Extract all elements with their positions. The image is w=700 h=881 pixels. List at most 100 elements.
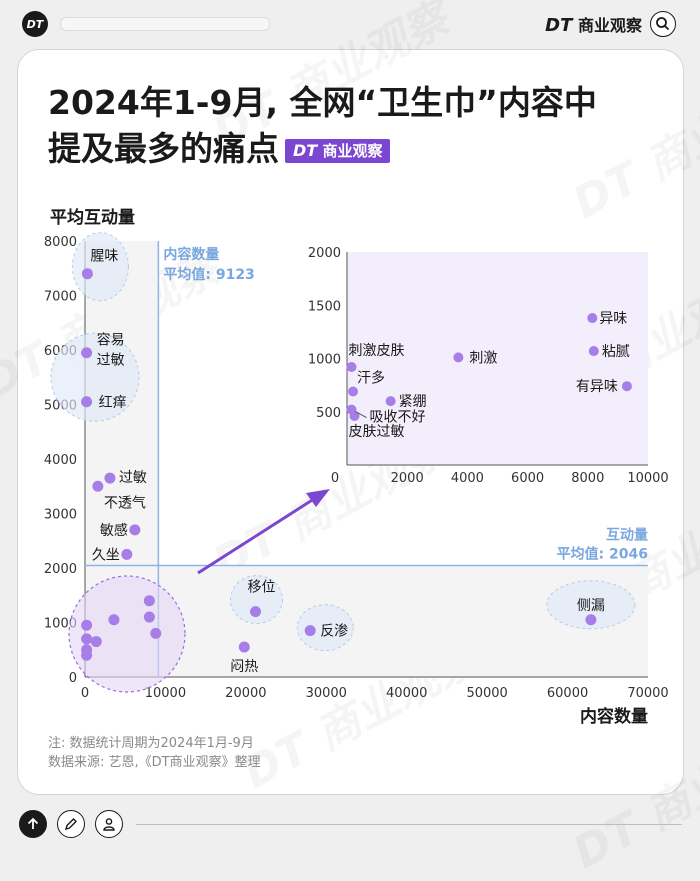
scatter-point: [121, 548, 133, 560]
highlight-yiwei: [230, 575, 284, 625]
x-tick-label: 50000: [466, 686, 507, 701]
inset-point: [349, 411, 360, 422]
top-bar: DT DT 商业观察: [0, 0, 700, 48]
title-badge-logo: DT: [293, 140, 318, 160]
scatter-point: [304, 625, 316, 637]
user-icon: [103, 818, 115, 831]
y-tick-label: 8000: [44, 235, 77, 250]
point-label: 闷热: [230, 659, 258, 675]
inset-x-tick-label: 2000: [391, 471, 424, 486]
point-label: 敏感: [100, 522, 128, 539]
inset-point-label: 异味: [599, 311, 627, 327]
inset-point-label: 汗多: [357, 370, 385, 387]
point-label: 过敏: [119, 470, 147, 486]
title-line-1: 2024年1-9月, 全网“卫生巾”内容中: [48, 83, 597, 122]
inset-point: [348, 386, 359, 397]
title-badge-text: 商业观察: [322, 141, 383, 160]
x-mean-value: 平均值: 9123: [163, 266, 254, 283]
scatter-point: [92, 480, 104, 492]
inset-y-tick-label: 1500: [308, 299, 341, 314]
pencil-icon: [64, 818, 77, 831]
inset-point: [587, 313, 598, 324]
search-icon: [656, 17, 670, 31]
highlight-fanshen: [296, 604, 354, 652]
point-label: 腥味: [90, 249, 118, 265]
arrow-up-icon: [27, 817, 39, 829]
inset-y-tick-label: 1000: [308, 353, 341, 368]
scatter-point: [81, 633, 93, 645]
inset-point-label: 皮肤过敏: [349, 424, 405, 440]
scatter-point: [143, 611, 155, 623]
point-label: 移位: [248, 580, 276, 596]
y-mean-value: 平均值: 2046: [557, 545, 648, 562]
title-pill-bar: [60, 17, 270, 31]
point-label: 容易: [97, 332, 125, 349]
inset-point-label: 有异味: [576, 379, 618, 395]
title-line-2-text: 提及最多的痛点: [48, 129, 279, 168]
x-tick-label: 0: [81, 686, 89, 701]
inset-x-tick-label: 8000: [571, 471, 604, 486]
y-tick-label: 4000: [44, 453, 77, 468]
footer-source: 数据来源: 艺恩,《DT商业观察》整理: [48, 755, 261, 770]
y-tick-label: 0: [69, 671, 77, 686]
scatter-point: [90, 636, 102, 648]
zoom-arrow-head: [306, 489, 330, 507]
y-mean-label: 互动量: [606, 526, 648, 543]
inset-x-tick-label: 4000: [451, 471, 484, 486]
inset-y-tick-label: 500: [316, 406, 341, 421]
scatter-point: [238, 641, 250, 653]
scatter-point: [81, 619, 93, 631]
point-label: 反渗: [320, 624, 348, 640]
inset-point: [588, 346, 599, 357]
x-tick-label: 60000: [547, 686, 588, 701]
zoom-arrow-line: [197, 495, 318, 575]
highlight-celou: [546, 580, 636, 630]
bottom-divider: [136, 824, 682, 825]
y-tick-label: 7000: [44, 290, 77, 305]
inset-point-label: 紧绷: [399, 394, 427, 410]
y-tick-label: 2000: [44, 562, 77, 577]
inset-point-label: 刺激皮肤: [349, 342, 405, 359]
profile-button[interactable]: [95, 810, 123, 838]
inset-point-label: 吸收不好: [370, 410, 426, 426]
highlight-xingwei: [71, 232, 129, 302]
inset-x-tick-label: 6000: [511, 471, 544, 486]
point-label: 红痒: [99, 395, 127, 411]
inset-point: [385, 396, 396, 407]
scatter-point: [108, 614, 120, 626]
edit-button[interactable]: [57, 810, 85, 838]
scroll-top-button[interactable]: [19, 810, 47, 838]
footer-note: 注: 数据统计周期为2024年1月-9月: [48, 736, 254, 751]
x-tick-label: 70000: [627, 686, 668, 701]
point-label: 久坐: [92, 547, 120, 563]
x-mean-label: 内容数量: [163, 246, 219, 263]
y-tick-label: 3000: [44, 508, 77, 523]
inset-point-label: 刺激: [469, 349, 497, 366]
x-tick-label: 40000: [386, 686, 427, 701]
scatter-point: [250, 606, 262, 618]
point-label: 过敏: [97, 353, 125, 369]
dt-logo-icon[interactable]: DT: [22, 11, 48, 37]
scatter-point: [150, 627, 162, 639]
inset-point: [621, 381, 632, 392]
footer: 注: 数据统计周期为2024年1月-9月 数据来源: 艺恩,《DT商业观察》整理: [48, 734, 261, 772]
inset-y-tick-label: 2000: [308, 246, 341, 261]
scatter-chart: 0100020003000400050006000700080000100002…: [44, 207, 669, 727]
scatter-point: [104, 472, 116, 484]
inset-point: [346, 362, 357, 373]
point-label: 侧漏: [577, 598, 605, 614]
x-axis-title: 内容数量: [580, 706, 648, 727]
scatter-point: [81, 347, 93, 359]
bottom-bar: [0, 800, 700, 851]
x-tick-label: 20000: [225, 686, 266, 701]
x-tick-label: 30000: [306, 686, 347, 701]
title-line-2: 提及最多的痛点 DT 商业观察: [48, 126, 648, 172]
highlight-guomin: [50, 332, 140, 422]
inset-x-tick-label: 10000: [627, 471, 668, 486]
scatter-point: [81, 396, 93, 408]
scatter-point: [81, 268, 93, 280]
zoom-cluster-circle: [68, 575, 186, 693]
search-button[interactable]: [650, 11, 676, 37]
brand-title: DT 商业观察: [545, 12, 642, 36]
inset-x-tick-label: 0: [331, 471, 339, 486]
